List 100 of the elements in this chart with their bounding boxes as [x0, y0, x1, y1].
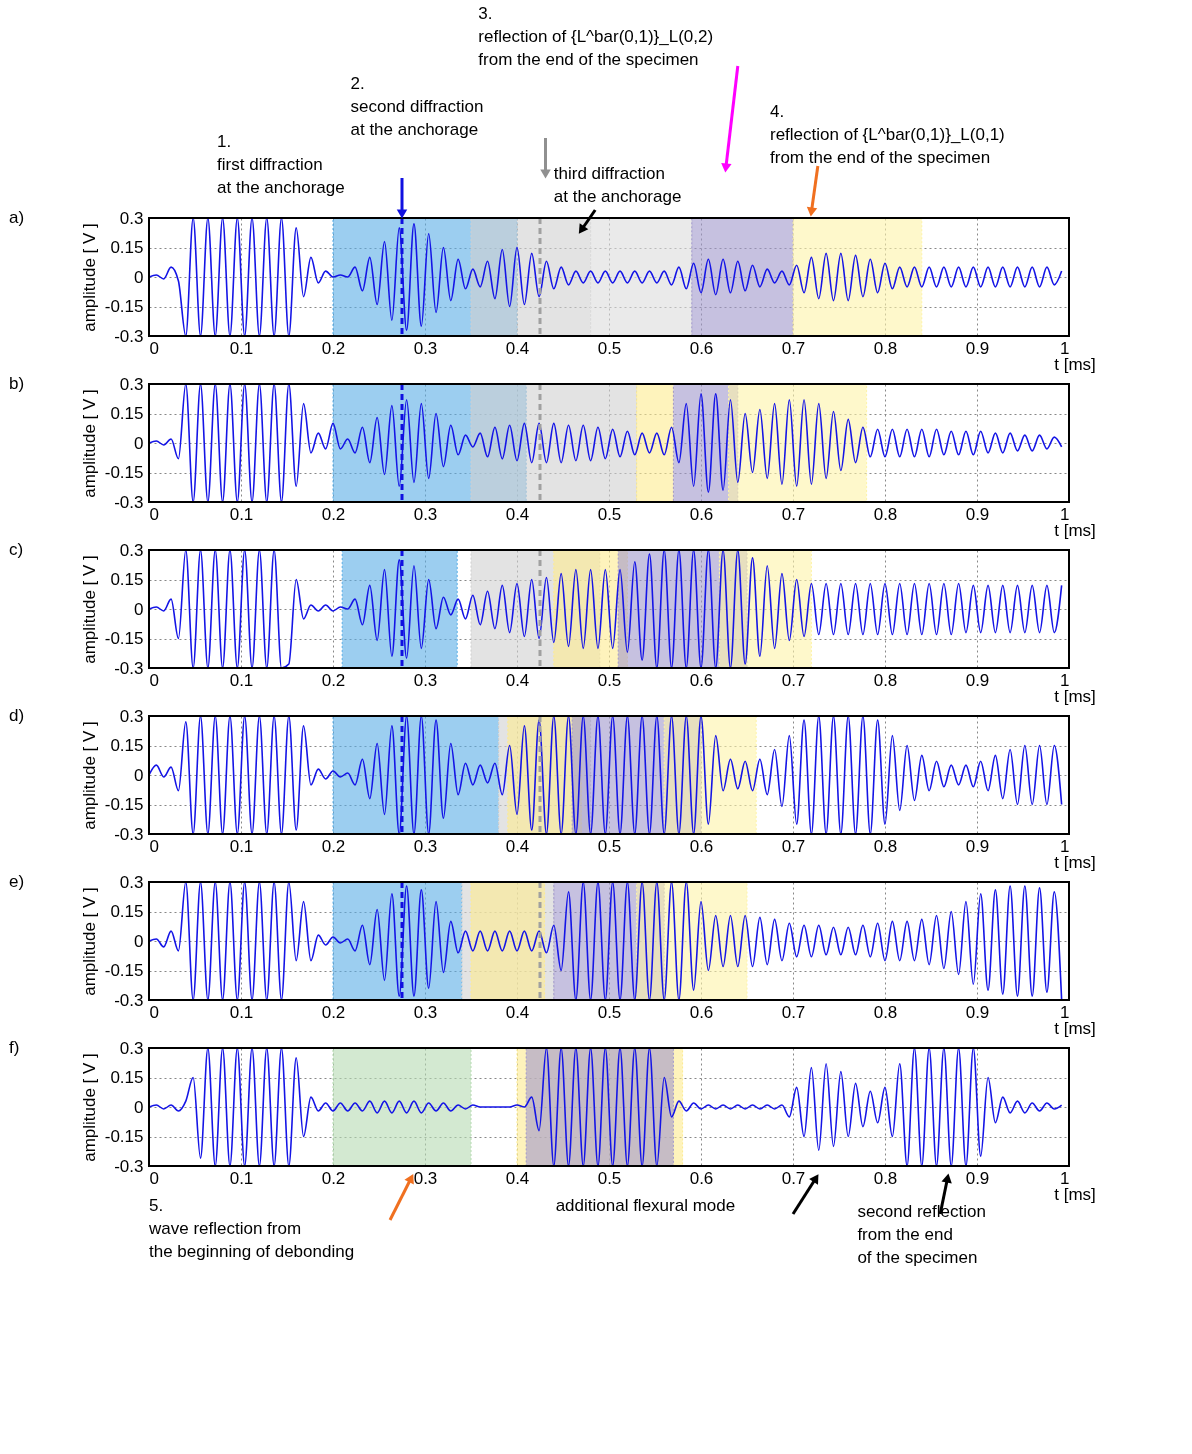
- x-tick-label: 0.6: [689, 504, 714, 524]
- chart-title: a): [9, 208, 25, 227]
- line-series: [149, 218, 1063, 336]
- y-tick-label: 0.15: [110, 238, 144, 257]
- x-tick-label: 0.8: [873, 1168, 898, 1188]
- chart-title: d): [9, 706, 25, 725]
- x-tick-label: 0.2: [321, 504, 346, 524]
- x-tick-label: 0: [149, 1002, 159, 1022]
- y-tick-label: 0.3: [119, 872, 144, 892]
- x-tick-label: 0.4: [505, 338, 530, 358]
- y-tick-label: 0.3: [119, 706, 144, 726]
- chart-title: f): [9, 1038, 20, 1057]
- x-tick-label: 0.8: [873, 670, 898, 690]
- x-tick-label: 0.3: [413, 670, 438, 690]
- y-axis-title: amplitude [ V ]: [79, 223, 99, 332]
- y-tick-label: 0.15: [110, 902, 144, 921]
- x-tick-label: 0.9: [965, 1168, 990, 1188]
- text: additional flexural mode: [555, 1196, 736, 1215]
- x-tick-label: 0.1: [229, 338, 254, 358]
- chart-title: c): [9, 540, 24, 559]
- x-tick-label: 0.4: [505, 1168, 530, 1188]
- x-tick-label: 0: [149, 504, 159, 524]
- x-tick-label: 1: [1060, 670, 1070, 690]
- y-tick-label: 0: [134, 765, 144, 785]
- line-series: [149, 882, 1063, 1000]
- y-tick-label: 0: [134, 599, 144, 619]
- chart-title: e): [9, 872, 25, 891]
- chart-title: b): [9, 374, 25, 393]
- y-tick-label: 0.15: [110, 1068, 144, 1087]
- x-tick-label: 0.6: [689, 338, 714, 358]
- x-tick-label: 0.1: [229, 1002, 254, 1022]
- x-tick-label: 0.7: [781, 670, 806, 690]
- y-axis-title: amplitude [ V ]: [79, 389, 99, 498]
- y-tick-label: -0.3: [114, 658, 144, 678]
- y-tick-label: -0.15: [104, 463, 144, 482]
- x-tick-label: 0.1: [229, 670, 254, 690]
- y-axis-title: amplitude [ V ]: [79, 721, 99, 830]
- x-tick-label: 0.5: [597, 504, 622, 524]
- x-tick-label: 0.4: [505, 670, 530, 690]
- y-tick-label: 0.15: [110, 736, 144, 755]
- y-tick-label: -0.15: [104, 961, 144, 980]
- x-tick-label: 0.1: [229, 836, 254, 856]
- x-tick-label: 0.5: [597, 670, 622, 690]
- x-tick-label: 0.2: [321, 670, 346, 690]
- y-tick-label: 0.15: [110, 404, 144, 423]
- x-tick-label: 0.6: [689, 1002, 714, 1022]
- x-tick-label: 0.8: [873, 836, 898, 856]
- x-tick-label: 0.9: [965, 504, 990, 524]
- x-tick-label: 0: [149, 836, 159, 856]
- text: third diffraction at the anchorage: [553, 164, 682, 206]
- y-tick-label: -0.3: [114, 824, 144, 844]
- x-tick-label: 1: [1060, 1168, 1070, 1188]
- y-tick-label: -0.3: [114, 990, 144, 1010]
- y-tick-label: 0.3: [119, 1038, 144, 1058]
- x-tick-label: 0.2: [321, 1002, 346, 1022]
- x-tick-label: 0.9: [965, 1002, 990, 1022]
- x-tick-label: 0: [149, 338, 159, 358]
- x-tick-label: 0.7: [781, 338, 806, 358]
- x-tick-label: 0.8: [873, 504, 898, 524]
- x-tick-label: 0.6: [689, 836, 714, 856]
- x-tick-label: 0: [149, 670, 159, 690]
- x-tick-label: 0.6: [689, 670, 714, 690]
- text: 4. reflection of {L^bar(0,1)}_L(0,1) from the end of the specimen: [770, 102, 1005, 167]
- x-tick-label: 0.1: [229, 504, 254, 524]
- x-tick-label: 0.5: [597, 1002, 622, 1022]
- x-tick-label: 0.9: [965, 670, 990, 690]
- x-tick-label: 0.3: [413, 836, 438, 856]
- x-tick-label: 0.3: [413, 338, 438, 358]
- x-tick-label: 0.4: [505, 1002, 530, 1022]
- text: 2. second diffraction at the anchorage: [350, 74, 484, 139]
- y-axis-title: amplitude [ V ]: [79, 555, 99, 664]
- y-tick-label: 0: [134, 433, 144, 453]
- x-tick-label: 0.8: [873, 1002, 898, 1022]
- x-tick-label: 0.1: [229, 1168, 254, 1188]
- y-tick-label: 0.3: [119, 540, 144, 560]
- line-series: [149, 716, 1063, 834]
- x-tick-label: 0.9: [965, 338, 990, 358]
- x-tick-label: 1: [1060, 1002, 1070, 1022]
- text: 3. reflection of {L^bar(0,1)}_L(0,2) from the end of the specimen: [478, 4, 714, 69]
- x-tick-label: 0.4: [505, 504, 530, 524]
- y-tick-label: 0: [134, 931, 144, 951]
- text: 5. wave reflection from the beginning of debonding: [148, 1196, 355, 1261]
- x-tick-label: 1: [1060, 504, 1070, 524]
- x-axis-title: t [ms]: [1054, 355, 1096, 374]
- y-tick-label: -0.15: [104, 297, 144, 316]
- y-tick-label: -0.3: [114, 1156, 144, 1176]
- x-tick-label: 0.2: [321, 1168, 346, 1188]
- text: second reflection from the end of the specimen: [857, 1202, 986, 1267]
- x-tick-label: 0.2: [321, 338, 346, 358]
- x-tick-label: 1: [1060, 338, 1070, 358]
- y-tick-label: 0.15: [110, 570, 144, 589]
- x-tick-label: 0.7: [781, 1168, 806, 1188]
- y-axis-title: amplitude [ V ]: [79, 887, 99, 996]
- x-tick-label: 0.6: [689, 1168, 714, 1188]
- x-tick-label: 0.8: [873, 338, 898, 358]
- x-axis-title: t [ms]: [1054, 521, 1096, 540]
- x-tick-label: 0.3: [413, 1168, 438, 1188]
- x-tick-label: 0.3: [413, 504, 438, 524]
- line-series: [149, 384, 1063, 502]
- x-axis-title: t [ms]: [1054, 853, 1096, 872]
